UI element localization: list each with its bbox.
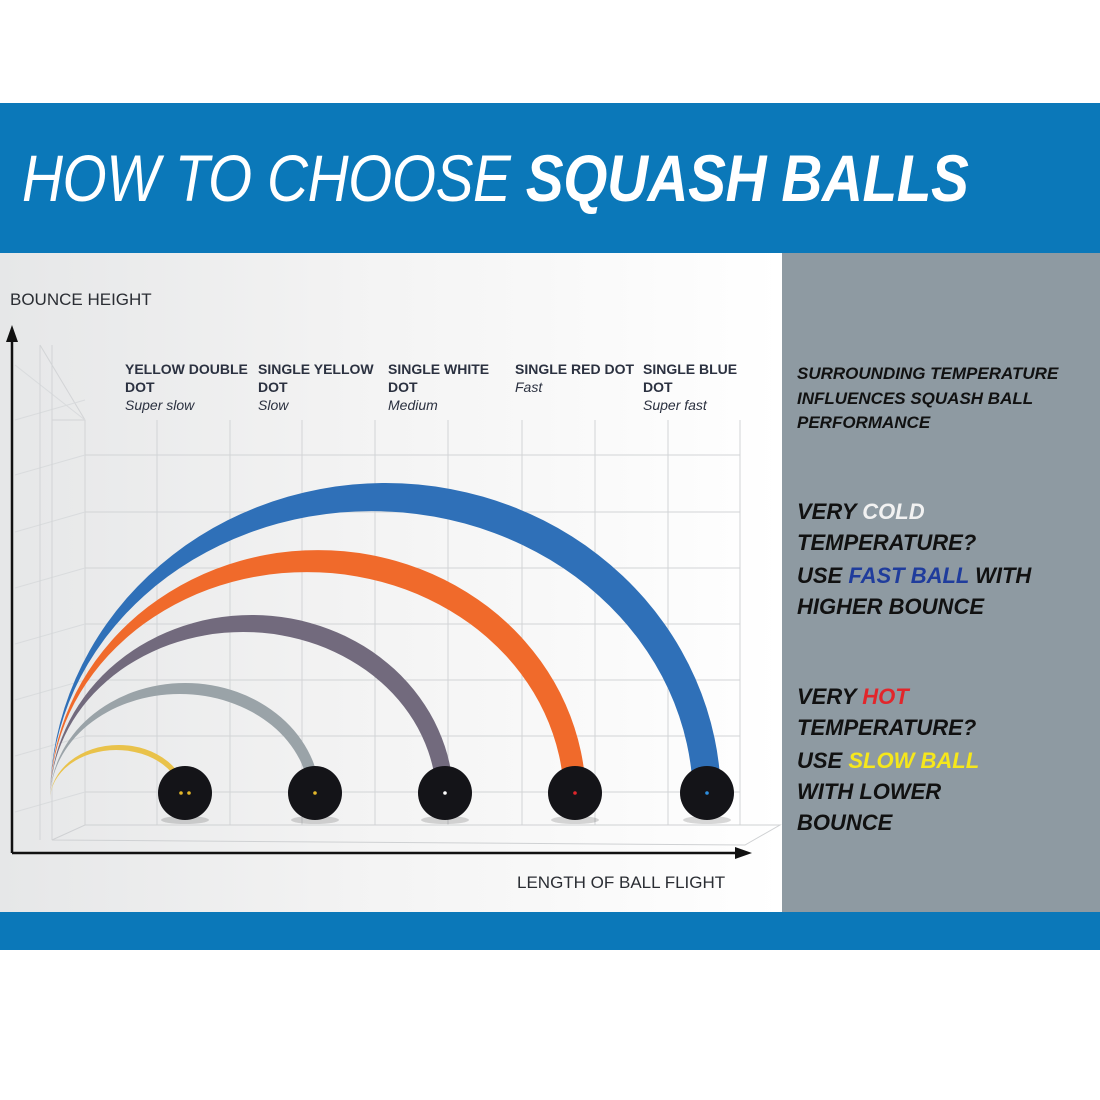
title: HOW TO CHOOSE SQUASH BALLS (22, 140, 969, 216)
footer-band (0, 912, 1100, 950)
arrow (6, 325, 18, 342)
y-axis-label: BOUNCE HEIGHT (10, 290, 152, 309)
ball-label: SINGLE YELLOW DOT Slow (258, 360, 383, 414)
title-light: HOW TO CHOOSE (22, 141, 511, 215)
highlight: HOT (862, 684, 909, 709)
text: TEMPERATURE? (797, 715, 977, 740)
ball-speed: Super slow (125, 397, 195, 413)
ball-label: YELLOW DOUBLE DOT Super slow (125, 360, 250, 414)
highlight: COLD (862, 499, 925, 524)
text: VERY (797, 684, 857, 709)
cold-answer: USE FAST BALL WITH HIGHER BOUNCE (797, 560, 1037, 622)
panel-intro: SURROUNDING TEMPERATURE INFLUENCES SQUAS… (797, 364, 1059, 432)
ball-label: SINGLE BLUE DOT Super fast (643, 360, 768, 414)
arrow (735, 847, 752, 859)
cold-question: VERY COLD TEMPERATURE? (797, 496, 1092, 558)
text: USE (797, 748, 843, 773)
grid-line (14, 735, 86, 757)
highlight: FAST BALL (848, 563, 969, 588)
ball-label: SINGLE RED DOT Fast (515, 360, 640, 396)
bounce-arc (50, 615, 454, 800)
text: VERY (797, 499, 857, 524)
bounce-arc (50, 550, 586, 800)
ball-speed: Slow (258, 397, 289, 413)
grid-line (14, 623, 86, 645)
ball-name: SINGLE BLUE DOT (643, 361, 738, 395)
grid-line (14, 399, 86, 421)
ball-dot (443, 791, 447, 795)
ball-name: SINGLE YELLOW DOT (258, 361, 374, 395)
ball-dot (313, 791, 317, 795)
bounce-arc (50, 683, 321, 800)
highlight: SLOW BALL (848, 748, 979, 773)
ball (158, 766, 212, 820)
grid-line (14, 364, 86, 421)
side-panel (782, 253, 1100, 912)
grid-line (39, 344, 86, 421)
ball-label: SINGLE WHITE DOT Medium (388, 360, 513, 414)
ball-dot (187, 791, 191, 795)
text: TEMPERATURE? (797, 530, 977, 555)
hot-question: VERY HOT TEMPERATURE? (797, 681, 1092, 743)
text: USE (797, 563, 843, 588)
hot-answer: USE SLOW BALL WITH LOWER BOUNCE (797, 745, 1037, 838)
ball-dot (705, 791, 709, 795)
ball-name: SINGLE WHITE DOT (388, 361, 490, 395)
ball-speed: Super fast (643, 397, 707, 413)
grid-line (14, 567, 86, 589)
x-axis-label: LENGTH OF BALL FLIGHT (517, 873, 726, 892)
ball-dot (179, 791, 183, 795)
header-band (0, 103, 1100, 253)
ball-dot (573, 791, 577, 795)
grid-line (14, 679, 86, 701)
floor (51, 824, 782, 846)
text: WITH LOWER BOUNCE (797, 779, 942, 835)
grid-line (14, 511, 86, 533)
ball-name: YELLOW DOUBLE DOT (125, 361, 248, 395)
title-bold: SQUASH BALLS (525, 141, 969, 215)
ball-name: SINGLE RED DOT (515, 361, 635, 377)
text: WITH HIGHER BOUNCE (797, 563, 1032, 619)
grid-line (14, 791, 86, 813)
grid-line (14, 454, 86, 476)
ball-speed: Medium (388, 397, 438, 413)
ball-speed: Fast (515, 379, 543, 395)
